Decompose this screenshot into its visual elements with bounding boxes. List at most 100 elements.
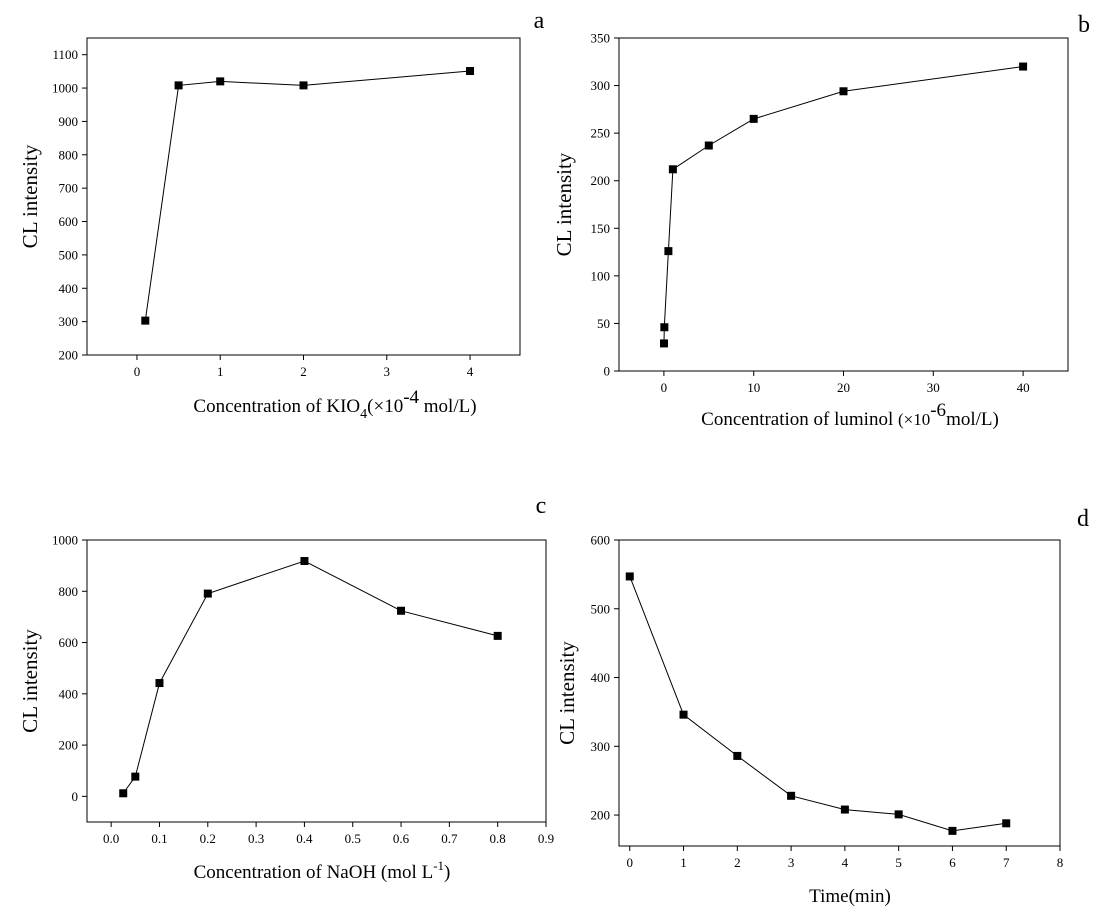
panel-c: 0 200 400 600 800 1000 0.0 0.1 0.2 0.3 0.4 0.5 0.6 0.… — [18, 493, 554, 883]
data-point — [659, 339, 668, 348]
data-point — [300, 557, 309, 566]
data-point — [397, 606, 406, 615]
x-tick-label: 0.3 — [248, 831, 264, 846]
y-tick-label: 300 — [59, 314, 79, 329]
y-tick-label: 300 — [591, 739, 611, 754]
y-tick-label: 200 — [591, 173, 611, 188]
panel-label: c — [536, 493, 547, 519]
series-line — [663, 66, 1024, 344]
data-point — [141, 316, 150, 325]
data-point — [749, 114, 758, 123]
y-tick-label: 600 — [59, 214, 79, 229]
data-point — [948, 826, 957, 835]
y-tick-label: 1100 — [52, 47, 78, 62]
y-tick-label: 800 — [59, 147, 79, 162]
x-tick-label: 4 — [842, 855, 849, 870]
x-tick-label: 0.7 — [441, 831, 458, 846]
y-axis-label: CL intensity — [18, 144, 42, 248]
y-axis-label: CL intensity — [555, 641, 579, 745]
y-tick-label: 100 — [591, 268, 611, 283]
plot-frame — [618, 539, 1061, 847]
y-tick-label: 700 — [59, 181, 79, 196]
data-point — [493, 631, 502, 640]
y-tick-label: 200 — [591, 808, 611, 823]
data-point — [119, 789, 128, 798]
y-tick-label: 600 — [591, 533, 611, 548]
data-point — [660, 323, 669, 332]
data-point — [216, 77, 225, 86]
y-tick-label: 500 — [59, 247, 79, 262]
data-point — [155, 679, 164, 688]
x-tick-label: 0.0 — [103, 831, 119, 846]
y-tick-label: 50 — [597, 316, 610, 331]
data-point — [733, 751, 742, 760]
x-tick-label: 0 — [627, 855, 634, 870]
x-tick-label: 40 — [1017, 380, 1030, 395]
x-tick-label: 1 — [680, 855, 687, 870]
y-tick-label: 1000 — [52, 81, 78, 96]
data-point — [203, 589, 212, 598]
x-tick-label: 3 — [788, 855, 795, 870]
y-tick-label: 150 — [591, 221, 611, 236]
data-point — [1002, 819, 1011, 828]
data-point — [704, 141, 713, 150]
y-tick-label: 500 — [591, 601, 611, 616]
data-point — [668, 165, 677, 174]
panel-label: a — [534, 8, 545, 34]
x-tick-label: 6 — [949, 855, 956, 870]
y-tick-label: 350 — [591, 31, 611, 46]
x-tick-label: 10 — [747, 380, 760, 395]
y-tick-label: 400 — [59, 686, 79, 701]
series-line — [629, 576, 1007, 832]
x-tick-label: 30 — [927, 380, 940, 395]
data-point — [299, 81, 308, 90]
y-tick-label: 800 — [59, 584, 79, 599]
series-line — [122, 560, 498, 794]
plot-frame — [86, 539, 547, 823]
x-tick-label: 0.8 — [490, 831, 506, 846]
data-point — [840, 805, 849, 814]
y-tick-label: 900 — [59, 114, 79, 129]
panel-label: d — [1077, 506, 1089, 532]
y-axis-label: CL intensity — [18, 629, 42, 733]
x-tick-label: 2 — [734, 855, 741, 870]
panel-d: 200 300 400 500 600 0 1 2 3 4 5 6 7 8 CL intensity Time… — [555, 506, 1089, 907]
x-tick-label: 0.6 — [393, 831, 410, 846]
y-tick-label: 600 — [59, 635, 79, 650]
x-tick-label: 2 — [300, 364, 307, 379]
y-axis-label: CL intensity — [552, 152, 576, 256]
data-point — [894, 810, 903, 819]
panel-label: b — [1078, 12, 1090, 38]
data-point — [1019, 62, 1028, 71]
x-axis-label: Concentration of KIO4(×10-4 mol/L) — [193, 387, 476, 422]
x-tick-label: 0 — [134, 364, 141, 379]
data-point — [679, 710, 688, 719]
x-tick-label: 3 — [384, 364, 391, 379]
x-tick-label: 4 — [467, 364, 474, 379]
x-tick-label: 1 — [217, 364, 224, 379]
y-tick-label: 400 — [591, 670, 611, 685]
panel-b: 0 50 100 150 200 250 300 350 0 10 20 30 40 CL intensi… — [552, 12, 1090, 430]
x-tick-label: 20 — [837, 380, 850, 395]
x-tick-label: 0 — [661, 380, 668, 395]
data-point — [839, 87, 848, 96]
data-point — [625, 572, 634, 581]
x-tick-label: 7 — [1003, 855, 1010, 870]
data-point — [466, 67, 475, 76]
y-tick-label: 250 — [591, 126, 611, 141]
series-line — [144, 70, 471, 321]
y-tick-label: 200 — [59, 348, 79, 363]
panel-a: 200 300 400 500 600 700 800 900 1000 1100 0 1 2 3 4 CL … — [18, 8, 545, 422]
data-point — [787, 791, 796, 800]
y-tick-label: 300 — [591, 78, 611, 93]
y-tick-label: 400 — [59, 281, 79, 296]
y-tick-label: 0 — [72, 789, 79, 804]
x-tick-label: 5 — [895, 855, 902, 870]
y-tick-label: 1000 — [52, 533, 78, 548]
y-tick-label: 0 — [604, 364, 611, 379]
x-axis-label: Concentration of NaOH (mol L-1) — [194, 858, 451, 883]
x-tick-label: 0.1 — [151, 831, 167, 846]
x-tick-label: 8 — [1057, 855, 1064, 870]
data-point — [174, 81, 183, 90]
